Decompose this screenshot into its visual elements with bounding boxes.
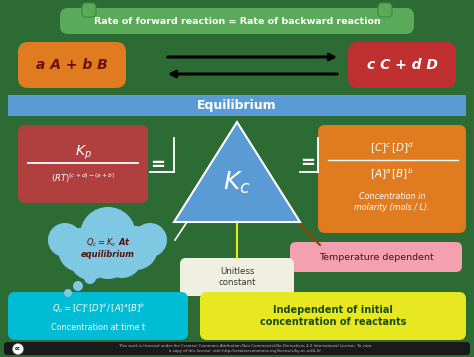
Text: $\mathit{K_c}$: $\mathit{K_c}$: [223, 170, 251, 196]
Text: $[A]^a\,[B]^b$: $[A]^a\,[B]^b$: [370, 166, 414, 182]
Text: $(RT)^{(c+d)-(a+b)}$: $(RT)^{(c+d)-(a+b)}$: [51, 171, 115, 185]
FancyBboxPatch shape: [4, 342, 470, 355]
Polygon shape: [8, 95, 466, 116]
Circle shape: [102, 238, 142, 278]
Text: $Q_c = K_c$ At
equilibrium: $Q_c = K_c$ At equilibrium: [81, 237, 135, 260]
Text: =: =: [151, 156, 165, 174]
Text: c C + d D: c C + d D: [366, 58, 438, 72]
Circle shape: [48, 223, 82, 257]
Circle shape: [80, 207, 136, 263]
Text: cc: cc: [15, 347, 21, 352]
Text: Unitless
constant: Unitless constant: [218, 267, 256, 287]
Polygon shape: [174, 122, 300, 222]
Circle shape: [84, 231, 132, 279]
FancyBboxPatch shape: [318, 125, 466, 233]
FancyBboxPatch shape: [180, 258, 294, 296]
FancyBboxPatch shape: [18, 42, 126, 88]
Text: Temperature dependent: Temperature dependent: [319, 252, 433, 261]
Text: Independent of initial
concentration of reactants: Independent of initial concentration of …: [260, 305, 406, 327]
Circle shape: [73, 281, 83, 291]
Text: a A + b B: a A + b B: [36, 58, 108, 72]
Circle shape: [12, 343, 24, 355]
Text: Concentration at time t: Concentration at time t: [51, 323, 145, 332]
FancyBboxPatch shape: [378, 3, 392, 17]
FancyBboxPatch shape: [200, 292, 466, 340]
Text: $Q_c=[C]^c[D]^d\,/\,[A]^a[B]^b$: $Q_c=[C]^c[D]^d\,/\,[A]^a[B]^b$: [52, 301, 145, 315]
Text: Equilibrium: Equilibrium: [197, 100, 277, 112]
FancyBboxPatch shape: [18, 125, 148, 203]
FancyBboxPatch shape: [60, 8, 414, 34]
Circle shape: [133, 223, 167, 257]
Circle shape: [114, 226, 158, 270]
FancyBboxPatch shape: [8, 292, 188, 340]
Circle shape: [58, 228, 102, 272]
Text: $[C]^c\,[D]^d$: $[C]^c\,[D]^d$: [370, 140, 414, 156]
Text: Concentration in
molarity (mols / L).: Concentration in molarity (mols / L).: [354, 192, 430, 212]
Text: This work is licensed under the Creative Commons Attribution-Non Commercial-No D: This work is licensed under the Creative…: [119, 344, 371, 353]
Text: =: =: [301, 154, 316, 172]
Circle shape: [84, 272, 96, 284]
FancyBboxPatch shape: [290, 242, 462, 272]
Circle shape: [64, 289, 72, 297]
Circle shape: [70, 240, 110, 280]
Text: $K_p$: $K_p$: [74, 144, 91, 162]
Text: Rate of forward reaction = Rate of backward reaction: Rate of forward reaction = Rate of backw…: [94, 16, 380, 25]
FancyBboxPatch shape: [348, 42, 456, 88]
FancyBboxPatch shape: [82, 3, 96, 17]
